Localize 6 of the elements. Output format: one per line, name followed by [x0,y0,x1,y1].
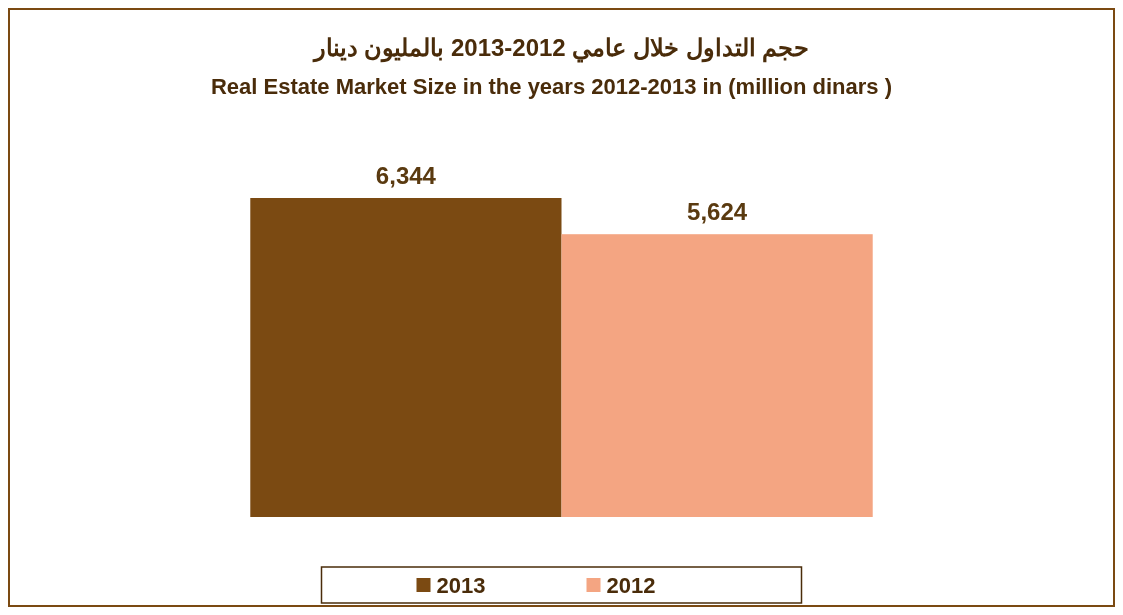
legend-label: 2013 [436,573,486,598]
data-label: 5,624 [687,198,748,226]
chart-title: حجم التداول خلال عامي 2012-2013 بالمليون دينار [311,34,810,63]
legend-label: 2012 [606,573,656,598]
data-label: 6,344 [375,162,437,189]
chart-subtitle: Real Estate Market Size in the years 2012-2013 in (million dinars ) [210,74,893,99]
